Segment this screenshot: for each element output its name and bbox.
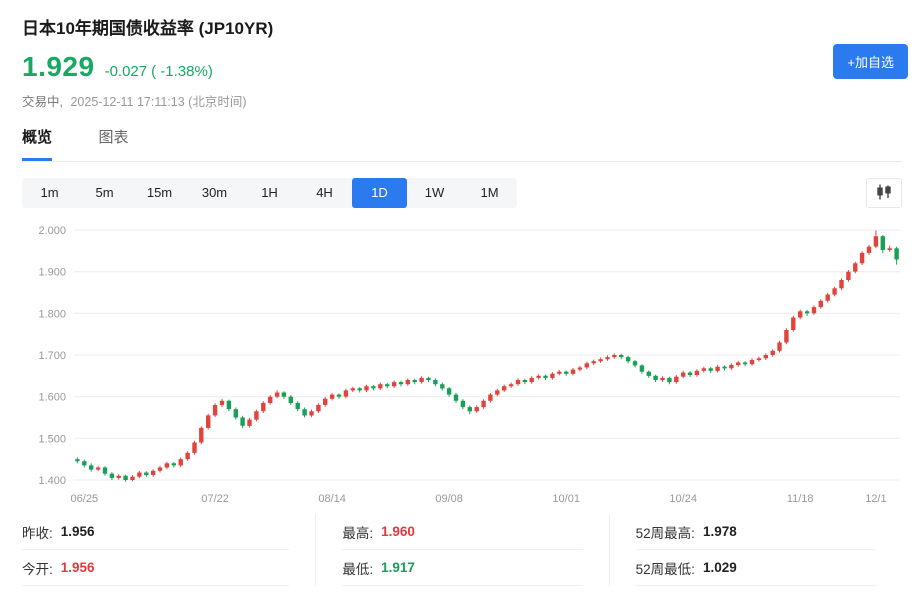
market-status: 交易中,: [22, 95, 63, 109]
svg-text:1.600: 1.600: [38, 392, 66, 404]
period-15m[interactable]: 15m: [146, 185, 173, 200]
stats-column-2: 最高: 1.960 最低: 1.917: [315, 514, 608, 586]
svg-text:08/14: 08/14: [318, 493, 346, 505]
svg-text:1.400: 1.400: [38, 475, 66, 487]
current-price: 1.929: [22, 51, 95, 82]
stat-prev-close: 昨收: 1.956: [22, 514, 290, 550]
svg-text:1.500: 1.500: [38, 433, 66, 445]
svg-text:2.000: 2.000: [38, 225, 66, 237]
svg-text:10/24: 10/24: [669, 493, 697, 505]
quote-time-row: 交易中, 2025-12-11 17:11:13 (北京时间): [22, 91, 902, 110]
quote-timestamp: 2025-12-11 17:11:13 (北京时间): [70, 95, 247, 109]
period-4h[interactable]: 4H: [316, 185, 333, 200]
stat-low: 最低: 1.917: [342, 550, 583, 586]
svg-text:12/1: 12/1: [865, 493, 886, 505]
tab-chart[interactable]: 图表: [98, 129, 129, 146]
quote-page: 日本10年期国债收益率 (JP10YR) 1.929 -0.027 ( -1.3…: [22, 19, 908, 586]
period-30m[interactable]: 30m: [201, 185, 228, 200]
stats-column-3: 52周最高: 1.978 52周最低: 1.029: [608, 514, 902, 586]
svg-text:1.800: 1.800: [38, 308, 66, 320]
candlestick-chart[interactable]: 1.400 1.500 1.600 1.700 1.800 1.900 2.000 06/25…: [22, 220, 902, 512]
period-selector: 1m 5m 15m 30m 1H 4H 1D 1W 1M: [22, 178, 517, 208]
stats-column-1: 昨收: 1.956 今开: 1.956: [22, 514, 315, 586]
period-1d[interactable]: 1D: [352, 178, 407, 208]
svg-text:11/18: 11/18: [787, 493, 814, 505]
stat-52w-low: 52周最低: 1.029: [635, 550, 876, 586]
svg-text:07/22: 07/22: [201, 493, 229, 505]
stat-high: 最高: 1.960: [342, 514, 583, 550]
tab-overview[interactable]: 概览: [22, 126, 53, 161]
price-row: 1.929 -0.027 ( -1.38%): [22, 51, 902, 83]
svg-text:06/25: 06/25: [71, 493, 99, 505]
stats-panel: 昨收: 1.956 今开: 1.956 最高: 1.960 最低: 1.917 …: [22, 514, 902, 586]
kline-icon: [875, 183, 893, 204]
add-watchlist-button[interactable]: +加自选: [833, 44, 908, 79]
period-5m[interactable]: 5m: [95, 185, 114, 200]
stat-open: 今开: 1.956: [22, 550, 290, 586]
price-change-percent: ( -1.38%): [151, 63, 213, 80]
svg-text:1.700: 1.700: [38, 350, 66, 362]
svg-text:1.900: 1.900: [38, 267, 66, 279]
svg-text:09/08: 09/08: [435, 493, 463, 505]
page-title: 日本10年期国债收益率 (JP10YR): [22, 19, 274, 38]
period-1h[interactable]: 1H: [261, 185, 278, 200]
period-1w[interactable]: 1W: [424, 185, 445, 200]
period-1M[interactable]: 1M: [480, 185, 499, 200]
tab-bar: 概览 图表: [22, 126, 902, 162]
stat-52w-high: 52周最高: 1.978: [635, 514, 876, 550]
kline-style-button[interactable]: [866, 178, 902, 208]
chart-toolbar: 1m 5m 15m 30m 1H 4H 1D 1W 1M: [22, 178, 902, 208]
svg-text:10/01: 10/01: [552, 493, 580, 505]
price-change: -0.027: [104, 63, 148, 80]
period-1m[interactable]: 1m: [40, 185, 59, 200]
